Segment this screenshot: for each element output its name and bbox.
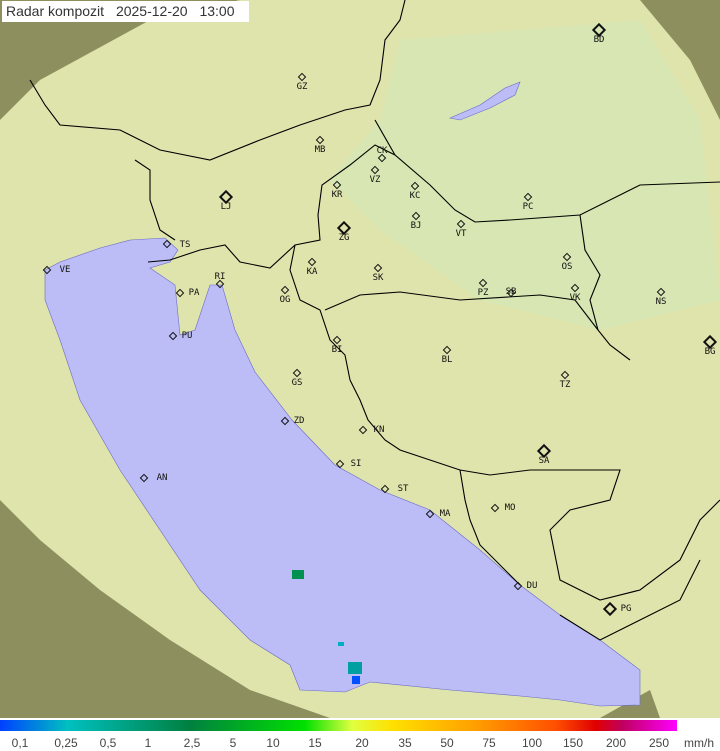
legend-tick: 0,25 [54, 736, 78, 750]
city-label-og: OG [279, 295, 291, 305]
city-label-gs: GS [291, 378, 303, 388]
city-label-an: AN [156, 473, 168, 483]
city-label-kr: KR [331, 190, 343, 200]
city-label-sk: SK [372, 273, 384, 283]
city-label-pg: PG [620, 604, 632, 614]
legend-tick: 35 [398, 736, 412, 750]
legend-tick: 1 [144, 736, 152, 750]
legend-color-bar [0, 720, 677, 731]
city-label-tz: TZ [559, 380, 571, 390]
title-text: Radar kompozit [6, 3, 105, 19]
map-title: Radar kompozit 2025-12-20 13:00 [2, 1, 249, 22]
city-label-st: ST [397, 484, 409, 494]
radar-map[interactable]: Radar kompozit 2025-12-20 13:00 BD GZ MB CK… [0, 0, 720, 718]
lake-balaton [449, 81, 521, 121]
city-label-bd: BD [593, 35, 605, 45]
city-label-vz: VZ [369, 175, 381, 185]
lowland-green [330, 20, 720, 330]
city-label-bl: BL [441, 355, 453, 365]
city-label-pa: PA [188, 288, 200, 298]
city-label-vk: VK [569, 293, 581, 303]
city-label-kc: KC [409, 191, 421, 201]
legend-tick: 10 [266, 736, 280, 750]
legend-tick: 5 [229, 736, 237, 750]
city-label-sb: SB [505, 287, 517, 297]
city-label-gz: GZ [296, 82, 308, 92]
city-label-sa: SA [538, 456, 550, 466]
city-label-pc: PC [522, 202, 534, 212]
legend-tick: 20 [355, 736, 369, 750]
city-label-ve: VE [59, 265, 71, 275]
city-label-bi: BI [331, 345, 343, 355]
legend-tick: 100 [521, 736, 543, 750]
city-label-mo: MO [504, 503, 516, 513]
legend-tick: 200 [605, 736, 627, 750]
city-label-si: SI [350, 459, 362, 469]
city-label-bj: BJ [410, 221, 422, 231]
city-label-ma: MA [439, 509, 451, 519]
city-label-zd: ZD [293, 416, 305, 426]
city-label-vt: VT [455, 229, 467, 239]
city-label-os: OS [561, 262, 573, 272]
city-label-pz: PZ [477, 288, 489, 298]
legend-tick: 150 [562, 736, 584, 750]
city-label-du: DU [526, 581, 538, 591]
map-background [0, 0, 720, 718]
city-label-bg: BG [704, 347, 716, 357]
city-label-ck: CK [376, 146, 388, 156]
city-label-ka: KA [306, 267, 318, 277]
legend-tick: 75 [482, 736, 496, 750]
legend-tick: 50 [440, 736, 454, 750]
city-label-kn: KN [373, 425, 385, 435]
legend-tick: 15 [308, 736, 322, 750]
city-label-ns: NS [655, 297, 667, 307]
precipitation-legend: 0,1 0,25 0,5 1 2,5 5 10 15 20 35 50 75 100 150 200 250 m… [0, 718, 720, 751]
legend-tick: 0,1 [11, 736, 29, 750]
precipitation-echoes [292, 570, 362, 684]
legend-tick: 2,5 [183, 736, 201, 750]
legend-unit: mm/h [684, 736, 714, 750]
city-label-pu: PU [181, 331, 193, 341]
city-label-mb: MB [314, 145, 326, 155]
city-label-ts: TS [179, 240, 191, 250]
city-label-ri: RI [214, 272, 226, 282]
legend-tick: 250 [648, 736, 670, 750]
country-borders [29, 0, 720, 641]
city-label-zg: ZG [338, 233, 350, 243]
time-text: 13:00 [199, 3, 235, 19]
legend-tick: 0,5 [99, 736, 117, 750]
date-text: 2025-12-20 [115, 3, 188, 19]
city-label-lj: LJ [220, 202, 232, 212]
